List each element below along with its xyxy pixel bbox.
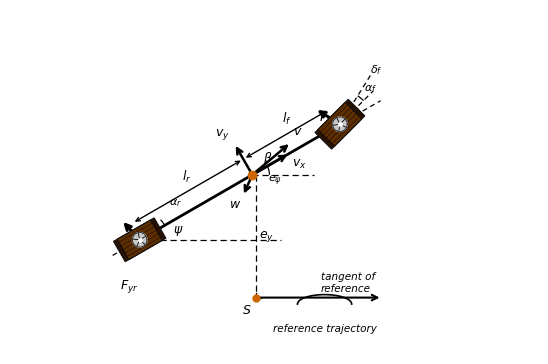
Text: $l_f$: $l_f$ (282, 111, 292, 127)
Polygon shape (113, 218, 166, 262)
Text: $v_x$: $v_x$ (292, 158, 307, 171)
Text: $\psi$: $\psi$ (173, 224, 184, 238)
Text: $\delta_f$: $\delta_f$ (370, 63, 383, 77)
Text: $l_r$: $l_r$ (182, 169, 192, 185)
Text: tangent of
reference: tangent of reference (321, 272, 375, 294)
Polygon shape (333, 117, 347, 131)
Text: $\alpha_r$: $\alpha_r$ (169, 197, 182, 209)
Text: $v$: $v$ (293, 125, 302, 138)
Text: reference trajectory: reference trajectory (273, 324, 376, 333)
Text: $w$: $w$ (229, 198, 241, 211)
Text: $S$: $S$ (242, 304, 252, 317)
Text: $\alpha_f$: $\alpha_f$ (364, 83, 377, 95)
Polygon shape (315, 99, 365, 149)
Text: $\beta$: $\beta$ (263, 150, 272, 167)
Polygon shape (318, 102, 362, 146)
Text: $F_{yr}$: $F_{yr}$ (119, 278, 138, 295)
Text: $e_{\psi}$: $e_{\psi}$ (268, 174, 282, 188)
Polygon shape (133, 233, 147, 247)
Text: $e_y$: $e_y$ (259, 229, 274, 244)
Text: $F_{yf}$: $F_{yf}$ (319, 110, 338, 127)
Text: $v_y$: $v_y$ (215, 127, 230, 142)
Polygon shape (117, 220, 162, 260)
